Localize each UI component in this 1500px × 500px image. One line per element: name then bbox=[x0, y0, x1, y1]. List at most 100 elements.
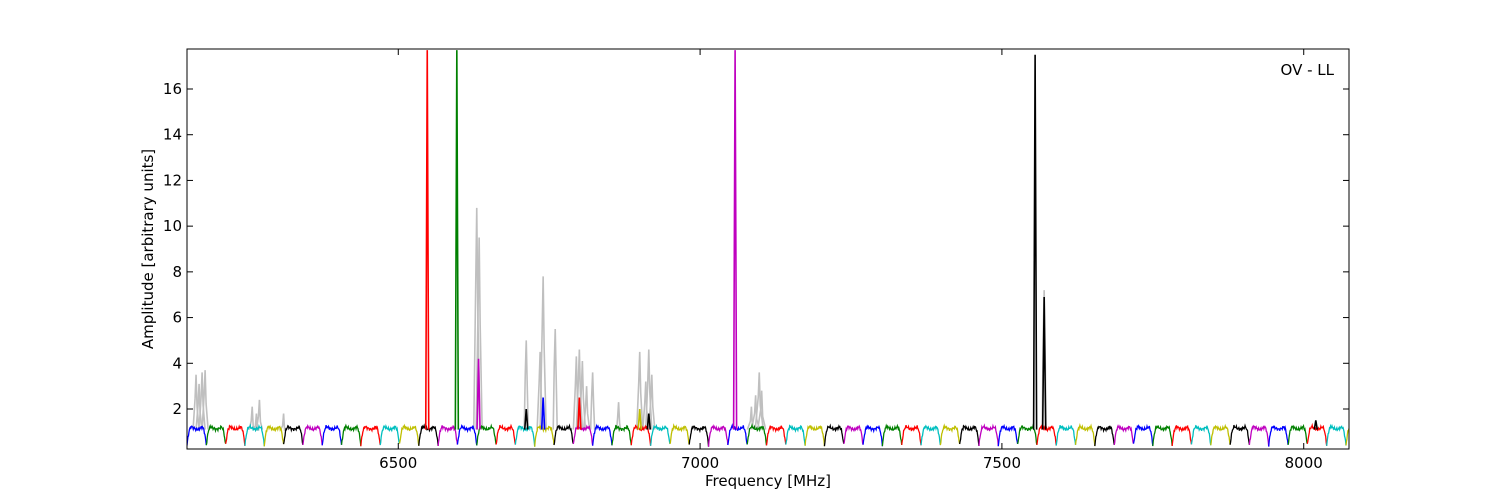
y-axis-label: Amplitude [arbitrary units] bbox=[139, 149, 157, 349]
rfi-spike bbox=[577, 397, 582, 430]
channel-curve bbox=[1113, 424, 1135, 446]
channel-curve bbox=[881, 423, 903, 447]
panel-annotation: OV - LL bbox=[1281, 61, 1335, 79]
channel-curve bbox=[1055, 424, 1077, 446]
rfi-spike bbox=[540, 397, 546, 430]
unflagged-rfi-mark bbox=[523, 340, 530, 430]
channel-curve bbox=[572, 422, 594, 446]
unflagged-rfi-mark bbox=[552, 328, 559, 430]
unflagged-rfi-mark bbox=[578, 360, 587, 430]
unflagged-rfi-mark bbox=[472, 207, 481, 430]
unflagged-rfi-mark bbox=[756, 390, 767, 430]
unflagged-rfi-group bbox=[201, 370, 209, 430]
rfi-spike bbox=[646, 413, 652, 430]
channel-curve bbox=[901, 424, 922, 446]
unflagged-rfi-mark bbox=[582, 386, 591, 430]
channel-curve bbox=[707, 424, 729, 447]
unflagged-rfi-mark bbox=[648, 374, 656, 430]
channel-curve bbox=[263, 424, 285, 447]
channel-curve bbox=[688, 425, 710, 447]
channel-curve bbox=[187, 425, 207, 446]
unflagged-rfi-mark bbox=[641, 381, 650, 430]
rfi-spike bbox=[523, 408, 529, 430]
y-tick-label: 16 bbox=[163, 80, 182, 98]
channel-curve bbox=[804, 424, 826, 447]
channel-curve bbox=[862, 424, 884, 447]
x-tick-label: 7500 bbox=[983, 454, 1021, 472]
channel-curve bbox=[340, 423, 362, 447]
unflagged-rfi-group bbox=[635, 349, 656, 430]
channel-curve bbox=[1152, 424, 1173, 447]
y-tick-label: 4 bbox=[172, 354, 182, 372]
channel-curve bbox=[959, 424, 980, 447]
rfi-spike bbox=[732, 50, 738, 430]
data-layer bbox=[187, 50, 1349, 447]
channel-curve bbox=[997, 423, 1019, 447]
channel-curve bbox=[1229, 423, 1251, 445]
channel-curve bbox=[727, 423, 748, 446]
unflagged-rfi-group bbox=[536, 276, 547, 430]
unflagged-rfi-group bbox=[523, 340, 530, 430]
channel-curve bbox=[920, 424, 941, 446]
rfi-spike bbox=[476, 358, 481, 430]
x-tick-label: 6500 bbox=[379, 454, 417, 472]
x-tick-label: 7000 bbox=[681, 454, 719, 472]
channel-curve bbox=[1074, 422, 1096, 447]
unflagged-rfi-mark bbox=[539, 276, 547, 430]
channel-curve bbox=[1190, 424, 1212, 446]
unflagged-rfi-mark bbox=[536, 351, 544, 430]
channel-curve bbox=[649, 423, 671, 446]
y-tick-label: 12 bbox=[163, 171, 182, 189]
channel-curve bbox=[514, 425, 536, 447]
channel-curve bbox=[1248, 424, 1270, 447]
channel-curve bbox=[1210, 423, 1231, 446]
y-tick-label: 2 bbox=[172, 400, 182, 418]
plot-frame bbox=[186, 48, 1350, 450]
rfi-spike bbox=[1041, 296, 1047, 430]
unflagged-rfi-mark bbox=[475, 237, 483, 430]
channel-curve bbox=[553, 423, 574, 446]
channel-curve bbox=[244, 423, 265, 447]
rfi-spike bbox=[637, 408, 643, 430]
unflagged-rfi-group bbox=[552, 328, 559, 430]
channel-curve bbox=[321, 424, 343, 446]
unflagged-rfi-mark bbox=[201, 370, 209, 430]
channel-curve bbox=[224, 424, 246, 446]
x-tick-label: 8000 bbox=[1285, 454, 1323, 472]
channel-curve bbox=[282, 424, 304, 446]
channel-curve bbox=[1171, 424, 1193, 447]
ticks-layer: 6500 7000 7500 8000 2 4 6 8 10 12 14 16 bbox=[163, 49, 1349, 472]
channel-curve bbox=[495, 423, 517, 445]
channel-curve bbox=[456, 424, 478, 446]
y-tick-label: 14 bbox=[163, 126, 182, 144]
unflagged-rfi-group bbox=[472, 207, 483, 430]
y-tick-label: 6 bbox=[172, 309, 182, 327]
channel-curve bbox=[1036, 424, 1057, 446]
unflagged-rfi-mark bbox=[195, 383, 203, 430]
channel-curve bbox=[746, 423, 768, 446]
unflagged-rfi-group bbox=[615, 402, 622, 430]
unflagged-rfi-mark bbox=[615, 402, 622, 430]
channel-curve bbox=[843, 424, 864, 445]
channel-curve bbox=[1094, 425, 1115, 447]
y-tick-label: 8 bbox=[172, 263, 182, 281]
unflagged-rfi-group bbox=[572, 349, 591, 430]
unflagged-rfi-mark bbox=[589, 372, 596, 430]
channel-curve bbox=[765, 425, 787, 446]
channel-curve bbox=[1132, 423, 1154, 447]
channel-curve bbox=[205, 423, 227, 446]
unflagged-rfi-mark bbox=[750, 395, 761, 430]
channel-curve bbox=[978, 423, 999, 447]
channel-curve bbox=[398, 423, 420, 446]
x-axis-label: Frequency [MHz] bbox=[705, 472, 831, 490]
y-tick-label: 10 bbox=[163, 217, 182, 235]
channel-curve bbox=[939, 423, 961, 446]
channel-curve bbox=[302, 423, 323, 446]
channel-curve bbox=[1268, 424, 1289, 447]
channel-curve bbox=[437, 425, 459, 446]
unflagged-rfi-mark bbox=[754, 372, 765, 430]
unflagged-rfi-mark bbox=[635, 351, 644, 430]
channel-curve bbox=[823, 423, 845, 447]
